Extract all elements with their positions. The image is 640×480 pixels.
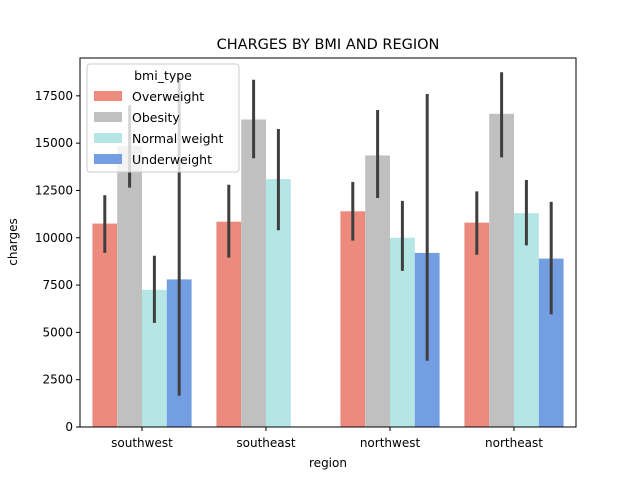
chart-title: CHARGES BY BMI AND REGION bbox=[217, 37, 440, 53]
legend-box bbox=[86, 63, 240, 173]
bar bbox=[464, 222, 490, 427]
y-axis-label: charges bbox=[6, 218, 20, 266]
bar bbox=[92, 223, 118, 427]
y-tick-label: 17500 bbox=[35, 89, 73, 103]
x-axis-label: region bbox=[309, 456, 347, 470]
y-tick-label: 2500 bbox=[42, 373, 73, 387]
y-tick-label: 10000 bbox=[35, 231, 73, 245]
y-tick-label: 5000 bbox=[42, 325, 73, 339]
bar bbox=[514, 213, 539, 427]
y-axis: 0 2500 5000 7500 10000 12500 15000 17500 bbox=[35, 89, 80, 434]
legend-label: Overweight bbox=[132, 89, 204, 104]
legend-swatch bbox=[94, 91, 122, 101]
bar bbox=[117, 145, 142, 427]
x-axis: southwest southeast northwest northeast bbox=[111, 427, 543, 450]
bar bbox=[489, 113, 514, 428]
legend-title: bmi_type bbox=[134, 68, 192, 83]
bar bbox=[340, 211, 366, 427]
legend-label: Underweight bbox=[132, 152, 212, 167]
y-tick-label: 0 bbox=[65, 420, 73, 434]
legend-label: Normal weight bbox=[132, 131, 223, 146]
bars-layer bbox=[92, 113, 564, 428]
x-tick-label: northeast bbox=[485, 436, 543, 450]
x-tick-label: southwest bbox=[111, 436, 173, 450]
y-tick-label: 7500 bbox=[42, 278, 73, 292]
bar bbox=[241, 119, 266, 427]
x-tick-label: northwest bbox=[360, 436, 421, 450]
legend-label: Obesity bbox=[132, 110, 180, 125]
y-tick-label: 15000 bbox=[35, 136, 73, 150]
legend-swatch bbox=[94, 112, 122, 122]
y-tick-label: 12500 bbox=[35, 183, 73, 197]
legend-entries: Overweight Obesity Normal weight Underweigh… bbox=[94, 89, 223, 167]
plot-frame bbox=[79, 57, 577, 428]
legend-swatch bbox=[94, 154, 122, 164]
x-tick-label: southeast bbox=[236, 436, 295, 450]
legend: bmi_type Overweight Obesity Normal weight U… bbox=[86, 63, 240, 173]
legend-swatch bbox=[94, 133, 122, 143]
bar bbox=[365, 155, 390, 427]
